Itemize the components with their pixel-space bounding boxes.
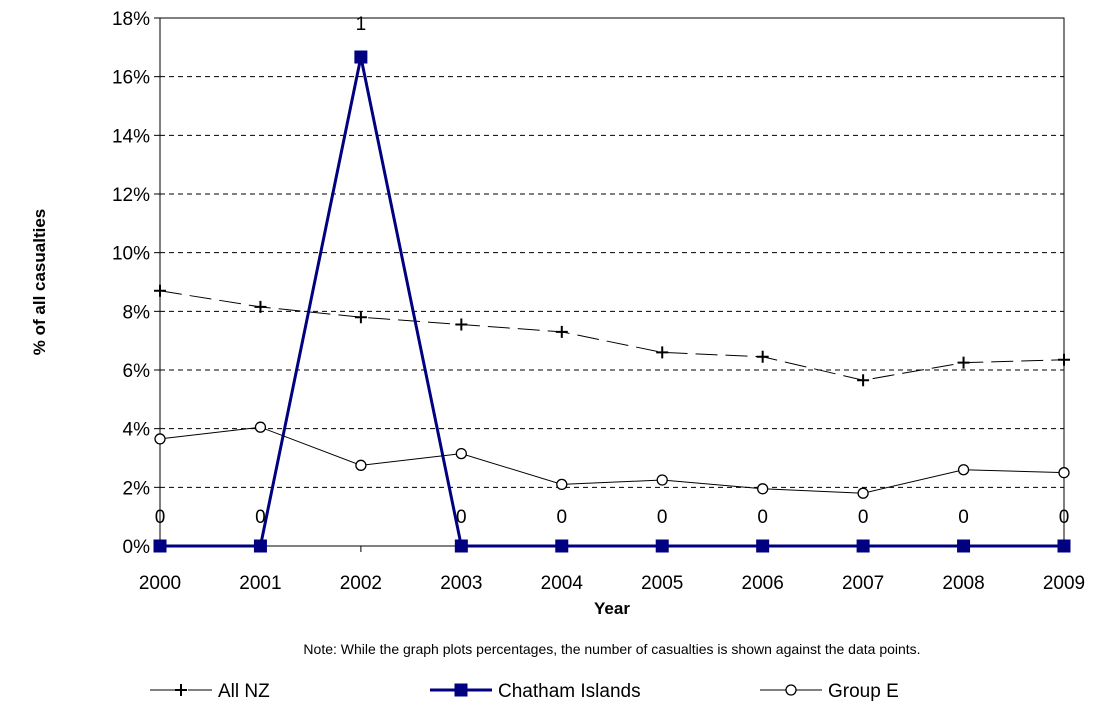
x-tick-label: 2007 (842, 573, 884, 594)
data-point (656, 346, 669, 359)
chart-note: Note: While the graph plots percentages,… (303, 641, 920, 657)
x-axis-ticks: 2000 2001 2002 2003 2004 2005 2006 2007 2008 2009 (139, 546, 1085, 594)
y-tick-label: 16% (112, 68, 150, 89)
x-tick-label: 2004 (541, 573, 584, 594)
y-tick-label: 0% (123, 537, 151, 558)
y-tick-label: 10% (112, 244, 150, 265)
data-point (957, 356, 970, 369)
data-label: 0 (858, 507, 869, 528)
data-label: 1 (356, 14, 367, 35)
data-point (455, 318, 468, 331)
x-tick-label: 2002 (340, 573, 382, 594)
series-line (160, 56, 1064, 548)
y-tick-label: 12% (112, 185, 150, 206)
data-point (1058, 353, 1070, 366)
data-point (153, 539, 167, 553)
data-label: 0 (1059, 507, 1070, 528)
plot-area-frame (159, 17, 1065, 547)
x-tick-label: 2005 (641, 573, 683, 594)
data-point (354, 311, 367, 324)
data-point (756, 350, 769, 363)
data-label: 0 (556, 507, 567, 528)
data-point (555, 325, 568, 338)
data-point (555, 539, 569, 553)
legend: All NZ Chatham Islands Group E (150, 681, 899, 702)
x-tick-label: 2006 (742, 573, 784, 594)
data-point (154, 284, 166, 297)
data-point (355, 459, 367, 471)
legend-item-group-e: Group E (760, 681, 899, 702)
data-point (756, 539, 770, 553)
data-point (455, 447, 467, 460)
y-tick-label: 18% (112, 9, 150, 30)
data-point (454, 539, 468, 553)
data-point (857, 487, 869, 499)
data-point (254, 421, 267, 433)
data-point (253, 539, 267, 553)
data-point (957, 539, 971, 553)
x-tick-label: 2003 (440, 573, 482, 594)
data-point (957, 464, 970, 476)
data-labels: 0 0 1 0 0 0 0 0 0 0 (155, 14, 1070, 528)
legend-marker (454, 683, 468, 697)
series-line (159, 426, 1065, 494)
data-point (757, 483, 769, 495)
y-tick-label: 6% (123, 361, 151, 382)
data-label: 0 (155, 507, 166, 528)
data-point (254, 300, 267, 313)
legend-item-chatham-islands: Chatham Islands (430, 681, 641, 702)
data-point (1057, 539, 1071, 553)
data-point (655, 539, 669, 553)
x-tick-label: 2008 (942, 573, 984, 594)
data-point (656, 474, 668, 486)
y-tick-label: 2% (123, 478, 151, 499)
x-tick-label: 2009 (1043, 573, 1085, 594)
data-point (856, 539, 870, 553)
data-label: 0 (757, 507, 768, 528)
y-axis-title: % of all casualties (30, 209, 49, 355)
x-tick-label: 2000 (139, 573, 181, 594)
legend-label: All NZ (218, 681, 270, 702)
series-line (159, 290, 1065, 381)
y-tick-label: 8% (123, 302, 151, 323)
legend-item-all-nz: All NZ (150, 681, 270, 702)
series-all-nz (154, 284, 1070, 387)
series-chatham-islands (153, 50, 1071, 553)
data-point (556, 478, 568, 491)
x-axis-title: Year (594, 599, 630, 618)
data-label: 0 (657, 507, 668, 528)
y-axis-ticks: 0% 2% 4% 6% 8% 10% 12% 14% 16% 18% (112, 9, 160, 558)
y-tick-label: 14% (112, 126, 150, 147)
series-group-e (154, 421, 1070, 499)
data-point (354, 50, 368, 64)
data-label: 0 (255, 507, 266, 528)
gridlines (160, 76, 1064, 488)
y-tick-label: 4% (123, 420, 151, 441)
data-point (857, 374, 870, 387)
data-point (154, 433, 166, 445)
legend-marker (785, 684, 797, 696)
legend-marker (175, 684, 187, 696)
legend-label: Chatham Islands (498, 681, 641, 702)
series (153, 50, 1071, 553)
data-label: 0 (958, 507, 969, 528)
data-point (1058, 467, 1070, 479)
legend-label: Group E (828, 681, 899, 702)
data-label: 0 (456, 507, 467, 528)
x-tick-label: 2001 (239, 573, 281, 594)
